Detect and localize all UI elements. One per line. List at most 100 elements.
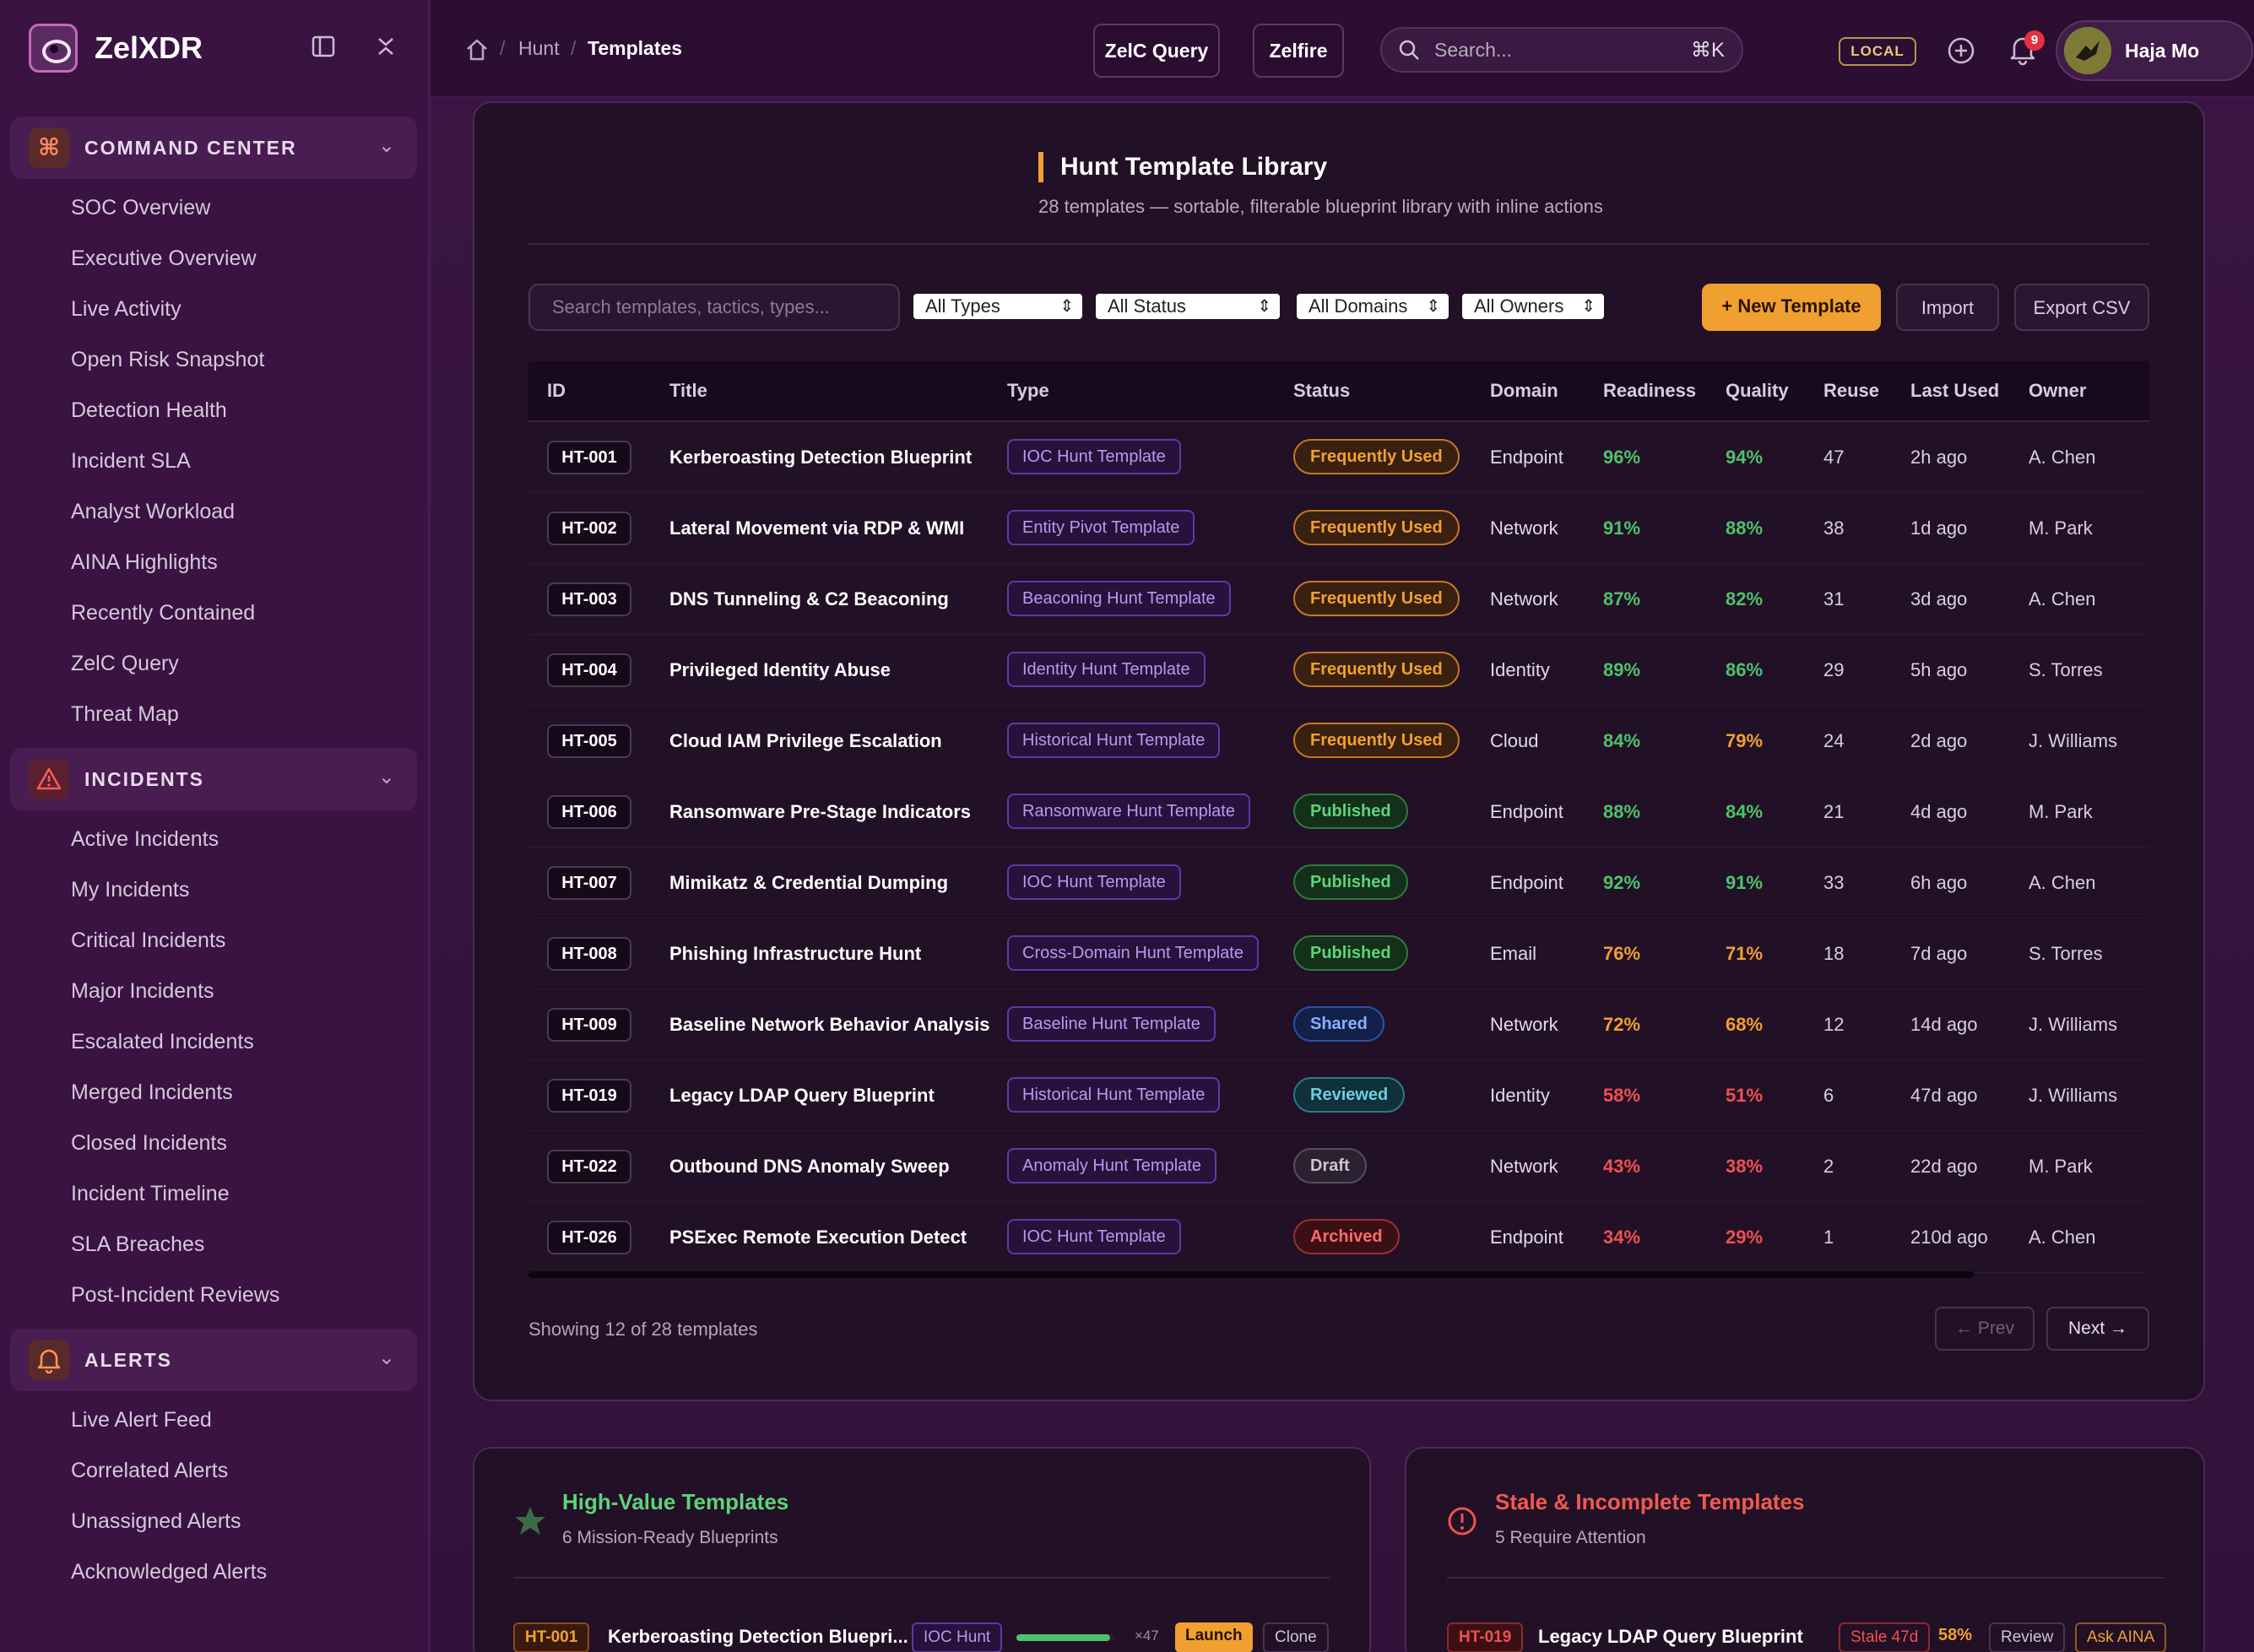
- breadcrumb-hunt[interactable]: Hunt: [518, 37, 560, 59]
- nav-section-command-center[interactable]: ⌘ COMMAND CENTER ⌄: [10, 116, 417, 179]
- review-button[interactable]: Review: [1989, 1622, 2066, 1652]
- nav-item[interactable]: Merged Incidents: [71, 1081, 233, 1104]
- template-title[interactable]: Privileged Identity Abuse: [669, 659, 891, 680]
- sidebar-toggle-icon[interactable]: [309, 34, 338, 62]
- filter-owners-select[interactable]: All Owners: [1462, 294, 1604, 319]
- nav-item[interactable]: Critical Incidents: [71, 929, 226, 952]
- table-row[interactable]: HT-009 Baseline Network Behavior Analysis…: [528, 989, 2149, 1060]
- user-menu[interactable]: Haja Mo: [2056, 20, 2253, 81]
- nav-item[interactable]: Detection Health: [71, 398, 227, 422]
- table-row[interactable]: HT-005 Cloud IAM Privilege Escalation Hist…: [528, 706, 2149, 777]
- reuse-cell: 18: [1823, 943, 1845, 964]
- column-header-title[interactable]: Title: [669, 380, 707, 401]
- filter-types-select[interactable]: All Types: [913, 294, 1082, 319]
- template-id: HT-004: [547, 653, 631, 687]
- readiness-cell: 76%: [1603, 943, 1641, 964]
- import-button[interactable]: Import: [1896, 284, 1999, 331]
- table-row[interactable]: HT-004 Privileged Identity Abuse Identity …: [528, 635, 2149, 706]
- template-title[interactable]: Phishing Infrastructure Hunt: [669, 943, 922, 964]
- topbar: / Hunt / Templates ZelC Query Zelfire Se…: [431, 0, 2254, 98]
- nav-item[interactable]: Closed Incidents: [71, 1131, 227, 1155]
- template-title[interactable]: Cloud IAM Privilege Escalation: [669, 730, 942, 751]
- nav-section-alerts[interactable]: ALERTS ⌄: [10, 1329, 417, 1391]
- table-row[interactable]: HT-007 Mimikatz & Credential Dumping IOC H…: [528, 848, 2149, 918]
- template-title[interactable]: Ransomware Pre-Stage Indicators: [669, 801, 972, 822]
- template-title[interactable]: Lateral Movement via RDP & WMI: [669, 517, 965, 539]
- table-row[interactable]: HT-001 Kerberoasting Detection Blueprint I…: [528, 422, 2149, 493]
- template-search-input[interactable]: Search templates, tactics, types...: [528, 284, 900, 331]
- template-title[interactable]: PSExec Remote Execution Detect: [669, 1227, 967, 1248]
- template-title[interactable]: Kerberoasting Detection Blueprint: [669, 447, 973, 468]
- nav-item[interactable]: Live Activity: [71, 297, 182, 321]
- column-header-last-used[interactable]: Last Used: [1910, 380, 2000, 401]
- nav-item[interactable]: Incident Timeline: [71, 1182, 230, 1205]
- nav-item[interactable]: Escalated Incidents: [71, 1030, 254, 1053]
- table-row[interactable]: HT-006 Ransomware Pre-Stage Indicators Ran…: [528, 777, 2149, 848]
- clone-button[interactable]: Clone: [1263, 1622, 1329, 1652]
- table-scrollbar[interactable]: [528, 1271, 1974, 1278]
- domain-cell: Cloud: [1490, 730, 1539, 751]
- nav-item[interactable]: Threat Map: [71, 702, 179, 726]
- column-header-type[interactable]: Type: [1007, 380, 1049, 401]
- export-csv-button[interactable]: Export CSV: [2014, 284, 2149, 331]
- collapse-icon[interactable]: [371, 34, 400, 62]
- column-header-domain[interactable]: Domain: [1490, 380, 1558, 401]
- last-used-cell: 22d ago: [1910, 1156, 1978, 1177]
- zelc-query-button[interactable]: ZelC Query: [1093, 24, 1220, 78]
- nav-item[interactable]: Correlated Alerts: [71, 1459, 229, 1482]
- nav-item[interactable]: Live Alert Feed: [71, 1408, 212, 1432]
- reuse-cell: 24: [1823, 730, 1845, 751]
- status-badge: Shared: [1293, 1006, 1384, 1042]
- nav-section-incidents[interactable]: INCIDENTS ⌄: [10, 748, 417, 810]
- nav-item[interactable]: Active Incidents: [71, 827, 219, 851]
- home-icon[interactable]: [464, 37, 490, 67]
- table-row[interactable]: HT-026 PSExec Remote Execution Detect IOC …: [528, 1202, 2149, 1273]
- nav-item[interactable]: ZelC Query: [71, 652, 179, 675]
- template-title[interactable]: Legacy LDAP Query Blueprint: [669, 1085, 935, 1106]
- template-title[interactable]: Outbound DNS Anomaly Sweep: [669, 1156, 950, 1177]
- nav-item[interactable]: Open Risk Snapshot: [71, 348, 265, 371]
- nav-item[interactable]: Executive Overview: [71, 246, 257, 270]
- global-search[interactable]: Search... ⌘K: [1380, 27, 1743, 73]
- quality-cell: 84%: [1726, 801, 1764, 822]
- template-title[interactable]: Baseline Network Behavior Analysis: [669, 1014, 990, 1035]
- brand[interactable]: ZelXDR: [29, 24, 203, 73]
- table-row[interactable]: HT-019 Legacy LDAP Query Blueprint Histori…: [528, 1060, 2149, 1131]
- table-row[interactable]: HT-003 DNS Tunneling & C2 Beaconing Beacon…: [528, 564, 2149, 635]
- nav-item[interactable]: SLA Breaches: [71, 1232, 205, 1256]
- nav-item[interactable]: Incident SLA: [71, 449, 191, 473]
- nav-item[interactable]: Acknowledged Alerts: [71, 1560, 268, 1584]
- template-title[interactable]: DNS Tunneling & C2 Beaconing: [669, 588, 949, 609]
- next-page-button[interactable]: Next →: [2046, 1307, 2149, 1351]
- table-row[interactable]: HT-022 Outbound DNS Anomaly Sweep Anomaly …: [528, 1131, 2149, 1202]
- template-title[interactable]: Mimikatz & Credential Dumping: [669, 872, 949, 893]
- column-header-reuse[interactable]: Reuse: [1823, 380, 1880, 401]
- column-header-id[interactable]: ID: [547, 380, 566, 401]
- column-header-owner[interactable]: Owner: [2029, 380, 2087, 401]
- search-input[interactable]: Search...: [1434, 38, 1513, 61]
- prev-page-button[interactable]: ← Prev: [1935, 1307, 2035, 1351]
- nav-item[interactable]: Unassigned Alerts: [71, 1509, 241, 1533]
- ask-aina-button[interactable]: Ask AINA: [2075, 1622, 2167, 1652]
- filter-status-select[interactable]: All Status: [1096, 294, 1280, 319]
- zelfire-button[interactable]: Zelfire: [1253, 24, 1344, 78]
- nav-item[interactable]: Major Incidents: [71, 979, 214, 1003]
- nav-item[interactable]: Recently Contained: [71, 601, 256, 625]
- reuse-count: ×47: [1135, 1628, 1159, 1644]
- template-title[interactable]: Legacy LDAP Query Blueprint: [1538, 1626, 1803, 1647]
- nav-item[interactable]: Analyst Workload: [71, 500, 236, 523]
- nav-item[interactable]: My Incidents: [71, 878, 190, 902]
- nav-item[interactable]: AINA Highlights: [71, 550, 218, 574]
- add-icon[interactable]: [1946, 35, 1976, 70]
- new-template-button[interactable]: + New Template: [1702, 284, 1881, 331]
- nav-item[interactable]: Post-Incident Reviews: [71, 1283, 280, 1307]
- template-title[interactable]: Kerberoasting Detection Bluepri...: [608, 1626, 908, 1647]
- nav-item[interactable]: SOC Overview: [71, 196, 211, 219]
- launch-button[interactable]: Launch: [1175, 1622, 1253, 1652]
- table-row[interactable]: HT-002 Lateral Movement via RDP & WMI Enti…: [528, 493, 2149, 564]
- filter-domains-select[interactable]: All Domains: [1297, 294, 1449, 319]
- column-header-readiness[interactable]: Readiness: [1603, 380, 1697, 401]
- table-row[interactable]: HT-008 Phishing Infrastructure Hunt Cross-…: [528, 918, 2149, 989]
- column-header-status[interactable]: Status: [1293, 380, 1351, 401]
- column-header-quality[interactable]: Quality: [1726, 380, 1789, 401]
